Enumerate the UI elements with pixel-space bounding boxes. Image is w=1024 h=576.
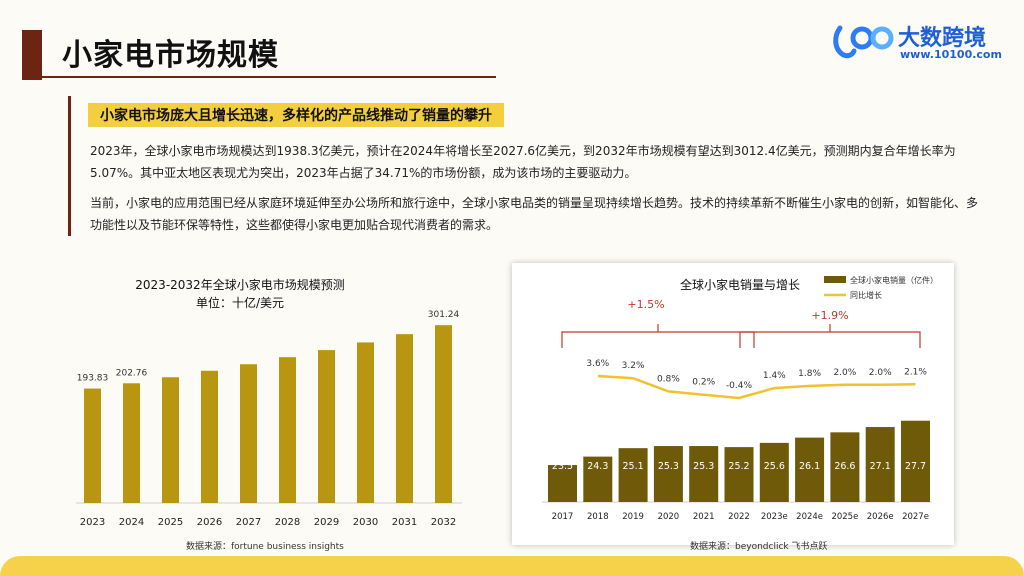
x-tick-label: 2032	[431, 517, 456, 528]
title-underline	[22, 76, 496, 78]
x-tick-label: 2018	[587, 512, 609, 522]
x-tick-label: 2022	[728, 512, 750, 522]
x-tick-label: 2021	[693, 512, 715, 522]
x-tick-label: 2026e	[867, 512, 894, 522]
bar-value-label: 26.1	[799, 461, 820, 472]
growth-label: -0.4%	[726, 381, 753, 391]
bar-2025	[162, 377, 179, 503]
left-chart-unit: 单位：十亿/美元	[195, 296, 285, 310]
growth-label: 1.8%	[798, 369, 821, 379]
bar-2028	[279, 357, 296, 503]
left-chart-source: 数据来源：fortune business insights	[186, 542, 344, 552]
x-tick-label: 2031	[392, 517, 417, 528]
right-chart-source: 数据来源：beyondclick 飞书点跃	[690, 542, 828, 552]
growth-label: 3.6%	[586, 359, 609, 369]
bar-2024	[123, 383, 140, 503]
logo-url: www.10100.com	[900, 48, 1002, 61]
bar-value-label: 25.3	[693, 461, 714, 472]
x-tick-label: 2017	[552, 512, 574, 522]
bar-value-label: 27.7	[905, 461, 926, 472]
growth-label: 1.4%	[763, 371, 786, 381]
x-tick-label: 2024e	[796, 512, 823, 522]
content-accent-bar	[68, 96, 71, 236]
bar-2027e	[901, 420, 930, 502]
bottom-band	[0, 556, 1024, 576]
growth-label: 0.8%	[657, 374, 680, 384]
bar-2020	[653, 446, 683, 502]
growth-line	[597, 374, 916, 400]
data-label: 301.24	[428, 310, 460, 320]
right-chart-title: 全球小家电销量与增长	[679, 278, 800, 292]
logo-text: 大数跨境	[898, 26, 987, 51]
bar-value-label: 23.5	[552, 461, 573, 472]
bar-2019	[618, 448, 648, 502]
bar-2023e	[759, 442, 789, 502]
bar-2021	[689, 446, 719, 502]
x-tick-label: 2023e	[761, 512, 788, 522]
x-tick-label: 2023	[80, 517, 105, 528]
growth-label: 2.1%	[904, 367, 927, 377]
bar-value-label: 24.3	[587, 461, 608, 472]
bracket-label-1: +1.5%	[627, 298, 664, 311]
x-tick-label: 2028	[275, 517, 300, 528]
bracket-2017-2022	[561, 324, 755, 348]
bar-2026e	[865, 427, 895, 502]
bar-value-label: 26.6	[834, 461, 855, 472]
x-tick-label: 2027e	[902, 512, 929, 522]
left-chart-title: 2023-2032年全球小家电市场规模预测	[135, 278, 345, 292]
bar-2023	[84, 388, 101, 503]
bar-2027	[240, 364, 257, 503]
data-label: 202.76	[116, 368, 148, 378]
x-tick-label: 2029	[314, 517, 339, 528]
x-tick-label: 2024	[119, 517, 144, 528]
legend-swatch-bar	[824, 276, 846, 283]
growth-label: 3.2%	[622, 361, 645, 371]
growth-label: 2.0%	[833, 368, 856, 378]
paragraph-market-size: 2023年，全球小家电市场规模达到1938.3亿美元，预计在2024年将增长至2…	[90, 144, 956, 180]
bracket-label-2: +1.9%	[811, 309, 848, 322]
title-accent-bar	[22, 30, 42, 80]
bar-value-label: 25.2	[728, 461, 749, 472]
bar-2030	[357, 342, 374, 503]
x-tick-label: 2027	[236, 517, 261, 528]
growth-label: 2.0%	[869, 368, 892, 378]
x-tick-label: 2025	[158, 517, 183, 528]
x-tick-label: 2020	[658, 512, 680, 522]
paragraph-applications: 当前，小家电的应用范围已经从家庭环境延伸至办公场所和旅行途中，全球小家电品类的销…	[90, 196, 979, 232]
bar-2022	[724, 447, 754, 502]
bar-2018	[583, 456, 613, 502]
section-subtitle: 小家电市场庞大且增长迅速，多样化的产品线推动了销量的攀升	[88, 103, 504, 127]
left-bar-chart: 2023 193.83 2024 202.76 2025 2026 2027 2028 2029…	[76, 310, 462, 528]
bar-value-label: 25.3	[658, 461, 679, 472]
bar-2031	[396, 334, 413, 503]
x-tick-label: 2030	[353, 517, 378, 528]
right-combo-chart: 全球小家电销量（亿件） 同比增长 +1.5% +1.9% 23.5 2017 24.3 201…	[542, 275, 938, 522]
growth-label: 0.2%	[692, 378, 715, 388]
bar-2017	[548, 465, 577, 502]
bar-2026	[201, 370, 218, 503]
legend-label-bar: 全球小家电销量（亿件）	[850, 275, 938, 285]
logo-icon	[833, 25, 894, 59]
x-tick-label: 2026	[197, 517, 222, 528]
bar-value-label: 25.6	[764, 461, 785, 472]
bar-value-label: 27.1	[870, 461, 891, 472]
bar-2029	[318, 350, 335, 503]
bar-2032	[435, 325, 452, 503]
page-title: 小家电市场规模	[62, 38, 279, 73]
legend-label-line: 同比增长	[850, 290, 882, 300]
x-tick-label: 2019	[622, 512, 644, 522]
x-tick-label: 2025e	[831, 512, 858, 522]
bar-value-label: 25.1	[623, 461, 644, 472]
data-label: 193.83	[77, 374, 109, 384]
bar-2024e	[795, 437, 825, 502]
bracket-2022-2027	[739, 324, 921, 348]
bar-2025e	[830, 432, 860, 502]
